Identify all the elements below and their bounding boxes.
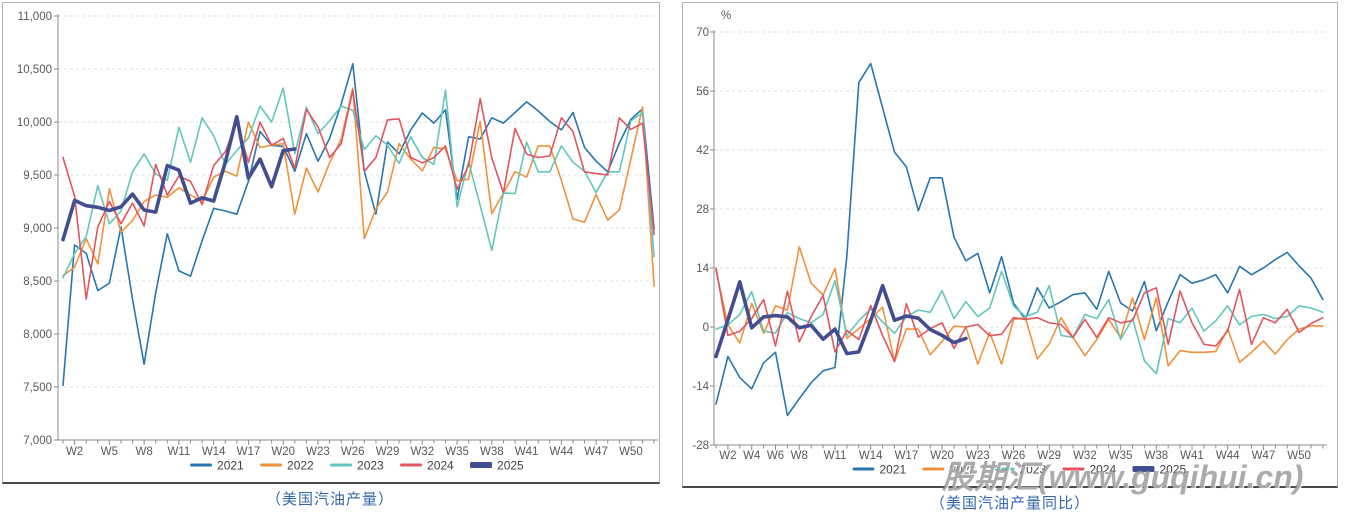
x-tick-label: W32 [410,446,434,458]
legend-label-2024: 2024 [427,459,454,473]
legend-item-2025: 2025 [1132,463,1186,477]
legend-label-2022: 2022 [949,463,976,477]
legend-item-2021: 2021 [852,463,906,477]
x-tick-label: W47 [584,446,608,458]
legend-swatch-2024 [1062,467,1085,471]
legend-item-2022: 2022 [922,463,976,477]
x-tick-label: W17 [895,450,919,462]
legend-item-2023: 2023 [992,463,1046,477]
y-tick-label: 10,500 [17,64,52,76]
x-tick-label: W26 [1002,450,1026,462]
legend-label-2023: 2023 [1019,463,1046,477]
right-chart-caption: （美国汽油产量同比） [929,496,1090,512]
left-chart-caption: （美国汽油产量） [265,492,394,508]
x-tick-label: W4 [743,450,761,462]
legend-swatch-2021 [852,467,875,471]
x-tick-label: W32 [1073,450,1097,462]
x-tick-label: W50 [1287,450,1311,462]
x-tick-label: W38 [480,446,504,458]
y-tick-label: -14 [692,381,709,393]
y-tick-label: 0 [703,322,709,334]
y-tick-label: 8,500 [23,276,52,288]
legend-swatch-2022 [260,463,283,467]
x-tick-label: W41 [1180,450,1204,462]
legend-item-2022: 2022 [260,459,314,473]
y-axis-unit-label: % [721,10,731,22]
x-tick-label: W8 [136,446,153,458]
x-tick-label: W23 [306,446,330,458]
y-tick-label: 42 [696,145,709,157]
y-tick-label: 10,000 [17,117,52,129]
series-line-2025 [714,280,968,359]
series-line-2021 [62,62,655,387]
x-tick-label: W2 [66,446,83,458]
legend-label-2025: 2025 [497,459,524,473]
x-tick-label: W35 [1109,450,1133,462]
y-tick-label: 56 [696,86,709,98]
series-line-2025 [61,114,297,242]
x-tick-label: W23 [966,450,990,462]
x-tick-label: W41 [515,446,539,458]
legend-swatch-2021 [190,463,213,467]
x-tick-label: W26 [341,446,365,458]
y-tick-label: 7,500 [23,382,52,394]
x-tick-label: W44 [1216,450,1240,462]
gasoline-production-yoy-chart-panel: -28 -14 0 14 28 42 56 70% W2 W4 W6 W8 W11 W14 W17 W20 W2… [682,2,1338,488]
x-tick-label: W44 [550,446,574,458]
series-line-2022 [715,246,1324,367]
x-tick-label: W2 [719,450,736,462]
y-tick-label: -28 [692,440,709,452]
x-tick-label: W29 [376,446,400,458]
x-tick-label: W6 [767,450,784,462]
legend-swatch-2024 [400,463,423,467]
series-line-2024 [62,89,655,300]
x-tick-label: W14 [202,446,226,458]
gasoline-production-chart: 7,000 7,500 8,000 8,500 9,000 9,500 10,000 10,5… [17,11,659,473]
series-line-2024 [715,267,1324,363]
legend-swatch-2025 [470,462,493,468]
y-tick-label: 70 [696,27,709,39]
legend-item-2025: 2025 [470,459,524,473]
x-tick-label: W47 [1252,450,1276,462]
y-tick-label: 14 [696,263,709,275]
y-tick-label: 28 [696,204,709,216]
x-tick-label: W50 [619,446,643,458]
x-tick-label: W35 [445,446,469,458]
legend-item-2024: 2024 [400,459,454,473]
x-tick-label: W11 [168,446,191,458]
x-tick-label: W11 [824,450,847,462]
x-tick-label: W14 [859,450,883,462]
legend-item-2023: 2023 [330,459,384,473]
legend-label-2024: 2024 [1089,463,1116,477]
legend-label-2023: 2023 [357,459,384,473]
legend-swatch-2023 [330,463,353,467]
legend-swatch-2022 [922,467,945,471]
x-tick-label: W20 [930,450,954,462]
y-tick-label: 7,000 [23,435,52,447]
x-tick-label: W29 [1037,450,1061,462]
y-tick-label: 11,000 [18,11,52,23]
gasoline-production-chart-panel: 7,000 7,500 8,000 8,500 9,000 9,500 10,000 10,5… [2,2,660,484]
x-tick-label: W20 [271,446,295,458]
site-watermark: 股期汇(www.guqihui.cn) [942,459,1304,495]
legend-label-2021: 2021 [879,463,906,477]
x-tick-label: W17 [237,446,261,458]
y-tick-label: 8,000 [23,329,52,341]
y-tick-label: 9,000 [23,223,52,235]
legend-item-2024: 2024 [1062,463,1116,477]
y-tick-label: 9,500 [23,170,52,182]
gasoline-production-yoy-chart: -28 -14 0 14 28 42 56 70% W2 W4 W6 W8 W11 W14 W17 W20 W2… [692,10,1327,477]
legend-swatch-2023 [992,467,1015,471]
x-tick-label: W5 [101,446,118,458]
legend-item-2021: 2021 [190,459,244,473]
legend-label-2022: 2022 [287,459,314,473]
x-tick-label: W38 [1144,450,1168,462]
legend-swatch-2025 [1132,466,1155,472]
legend-label-2021: 2021 [217,459,244,473]
series-line-2023 [715,270,1324,375]
x-tick-label: W8 [791,450,808,462]
series-line-2021 [715,62,1324,417]
legend-label-2025: 2025 [1159,463,1186,477]
